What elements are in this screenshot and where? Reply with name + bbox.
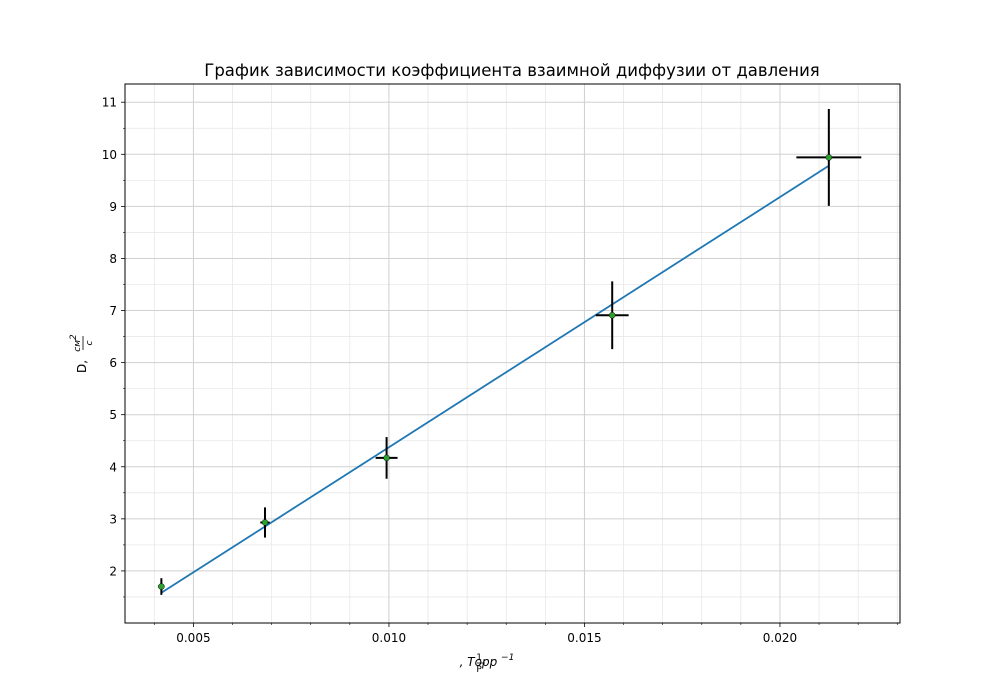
y-label-symbol: D,	[75, 360, 89, 373]
x-tick-label: 0.020	[763, 631, 797, 645]
data-point	[825, 154, 833, 161]
data-points-layer	[158, 154, 833, 590]
x-label-frac-den: P	[476, 665, 482, 675]
fit-line-layer	[160, 165, 830, 594]
y-label-frac-num-exponent: 2	[69, 334, 79, 340]
chart-title: График зависимости коэффициента взаимной…	[204, 61, 819, 80]
y-tick-label: 7	[109, 304, 117, 318]
y-tick-label: 5	[109, 408, 117, 422]
y-tick-label: 3	[109, 512, 117, 526]
svg-text:D,: D,	[75, 360, 89, 373]
x-tick-label: 0.015	[567, 631, 601, 645]
y-tick-label: 2	[109, 564, 117, 578]
y-label-frac-num: см	[73, 340, 83, 352]
data-point	[608, 311, 616, 319]
y-tick-label: 10	[102, 148, 117, 162]
data-point	[383, 454, 390, 462]
y-axis-label: D, см2 с	[69, 334, 95, 373]
y-axis-ticks: 2 3 4 5 6 7 8 9 10 11	[102, 96, 125, 598]
y-tick-label: 11	[102, 96, 117, 110]
y-tick-label: 4	[109, 460, 117, 474]
data-point	[158, 583, 165, 590]
fit-line	[160, 165, 830, 594]
x-label-frac-num: 1	[476, 653, 482, 663]
x-tick-label: 0.005	[176, 631, 210, 645]
y-tick-label: 9	[109, 200, 117, 214]
x-tick-label: 0.010	[372, 631, 406, 645]
svg-text:см2: см2	[69, 334, 83, 352]
minor-grid	[125, 84, 900, 623]
y-tick-label: 6	[109, 356, 117, 370]
plot-frame	[124, 83, 901, 624]
y-tick-label: 8	[109, 252, 117, 266]
x-axis-ticks: 0.005 0.010 0.015 0.020	[154, 623, 898, 645]
x-label-unit: , Торр	[460, 655, 498, 669]
data-point	[261, 519, 269, 526]
major-grid	[125, 84, 900, 623]
y-label-frac-den: с	[85, 340, 95, 345]
x-label-unit-exponent: −1	[501, 653, 514, 663]
x-axis-label: 1 P , Торр −1	[460, 649, 515, 675]
